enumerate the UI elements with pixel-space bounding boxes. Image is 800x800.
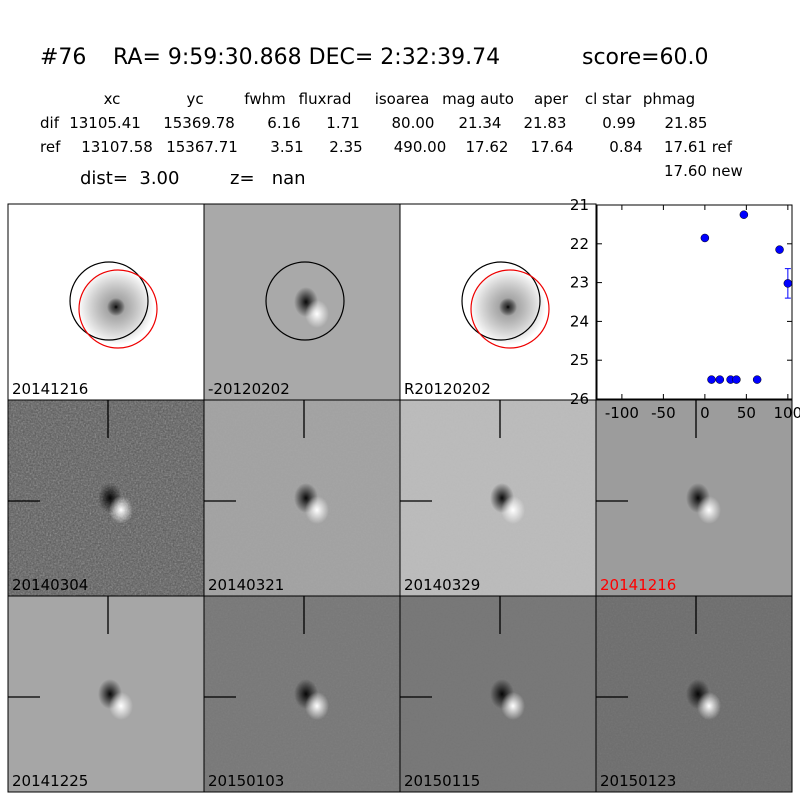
aperture-new xyxy=(470,269,550,349)
candidate-id: #76 xyxy=(40,45,86,70)
table-cell: 1.71 xyxy=(326,114,359,132)
lightcurve: 21 22 23 24 25 26 -100 -50 0 50 100 xyxy=(570,196,800,422)
x-tick-label: 100 xyxy=(774,404,800,422)
dist: dist= 3.00 xyxy=(80,168,179,189)
column-header: xc xyxy=(104,90,121,108)
table-cell: 17.61 ref xyxy=(664,138,733,156)
column-header: fluxrad xyxy=(299,90,352,108)
dipole-positive xyxy=(305,300,329,328)
column-header: fwhm xyxy=(244,90,285,108)
table-cell: 0.99 xyxy=(602,114,635,132)
table-cell: 80.00 xyxy=(392,114,435,132)
dipole-positive xyxy=(697,692,721,720)
data-point xyxy=(752,375,762,384)
stamp-label: 20140304 xyxy=(12,576,88,594)
panels: 20141216 -20120202 R20120202 20140304 201403… xyxy=(7,203,793,793)
table-cell: 3.51 xyxy=(270,138,303,156)
dipole-positive xyxy=(305,692,329,720)
stamp-label: 20150115 xyxy=(404,772,480,790)
y-tick-label: 24 xyxy=(570,312,589,330)
table-cell: 17.64 xyxy=(531,138,574,156)
column-header: cl star xyxy=(585,90,632,108)
y-tick-label: 21 xyxy=(570,196,589,214)
stamp-label: 20140321 xyxy=(208,576,284,594)
y-tick-label: 23 xyxy=(570,274,589,292)
column-header: isoarea xyxy=(375,90,430,108)
aperture-ref xyxy=(69,261,149,341)
stamp-label: 20150123 xyxy=(600,772,676,790)
dipole-positive xyxy=(501,692,525,720)
stamp-label: 20140329 xyxy=(404,576,480,594)
row-label: dif xyxy=(40,114,60,132)
y-tick-label: 22 xyxy=(570,235,589,253)
plot-area xyxy=(596,204,793,400)
table-cell: 6.16 xyxy=(267,114,300,132)
stamp-label: 20141216 xyxy=(600,576,676,594)
table-cell: 21.83 xyxy=(524,114,567,132)
table-cell: 21.34 xyxy=(459,114,502,132)
data-point xyxy=(707,375,716,384)
table-cell: 13105.41 xyxy=(69,114,141,132)
y-tick-label: 25 xyxy=(570,351,589,369)
stamp-label: 20141225 xyxy=(12,772,88,790)
stamp-frame xyxy=(595,595,793,793)
table-cell: 13107.58 xyxy=(81,138,153,156)
phmag-new: 17.60 new xyxy=(664,162,743,180)
stamp-label: 20141216 xyxy=(12,380,88,398)
dipole-positive xyxy=(109,692,133,720)
table-cell: 15369.78 xyxy=(163,114,235,132)
data-point xyxy=(732,375,741,384)
aperture-ref xyxy=(461,261,541,341)
table-cell: 2.35 xyxy=(329,138,362,156)
x-tick-label: -50 xyxy=(651,404,676,422)
column-header: mag auto xyxy=(442,90,514,108)
aperture-new xyxy=(78,269,158,349)
stamp-label: 20150103 xyxy=(208,772,284,790)
source-core xyxy=(499,298,517,316)
column-header: phmag xyxy=(643,90,695,108)
table-cell: 21.85 xyxy=(665,114,708,132)
table-cell: 490.00 xyxy=(394,138,447,156)
y-tick-label: 26 xyxy=(570,390,589,408)
stamp-label: -20120202 xyxy=(208,380,290,398)
column-header: yc xyxy=(186,90,203,108)
data-point xyxy=(775,245,784,254)
dipole-positive xyxy=(501,496,525,524)
x-tick-label: 50 xyxy=(737,404,756,422)
source-core xyxy=(107,298,125,316)
table-cell: 17.62 xyxy=(466,138,509,156)
dipole-positive xyxy=(305,496,329,524)
data-point xyxy=(783,279,793,288)
dipole-positive xyxy=(109,496,133,524)
aperture-ref xyxy=(265,261,345,341)
table-cell: 0.84 xyxy=(609,138,642,156)
score: score=60.0 xyxy=(582,45,709,70)
row-label: ref xyxy=(40,138,61,156)
dipole-positive xyxy=(697,496,721,524)
redshift: z= nan xyxy=(230,168,306,189)
stamp-label: R20120202 xyxy=(404,380,491,398)
x-tick-label: -100 xyxy=(605,404,639,422)
x-tick-label: 0 xyxy=(700,404,710,422)
column-header: aper xyxy=(534,90,569,108)
data-point xyxy=(700,233,710,243)
data-point xyxy=(715,375,725,384)
coordinates: RA= 9:59:30.868 DEC= 2:32:39.74 xyxy=(113,45,500,70)
table-cell: 15367.71 xyxy=(166,138,238,156)
data-point xyxy=(739,210,749,219)
